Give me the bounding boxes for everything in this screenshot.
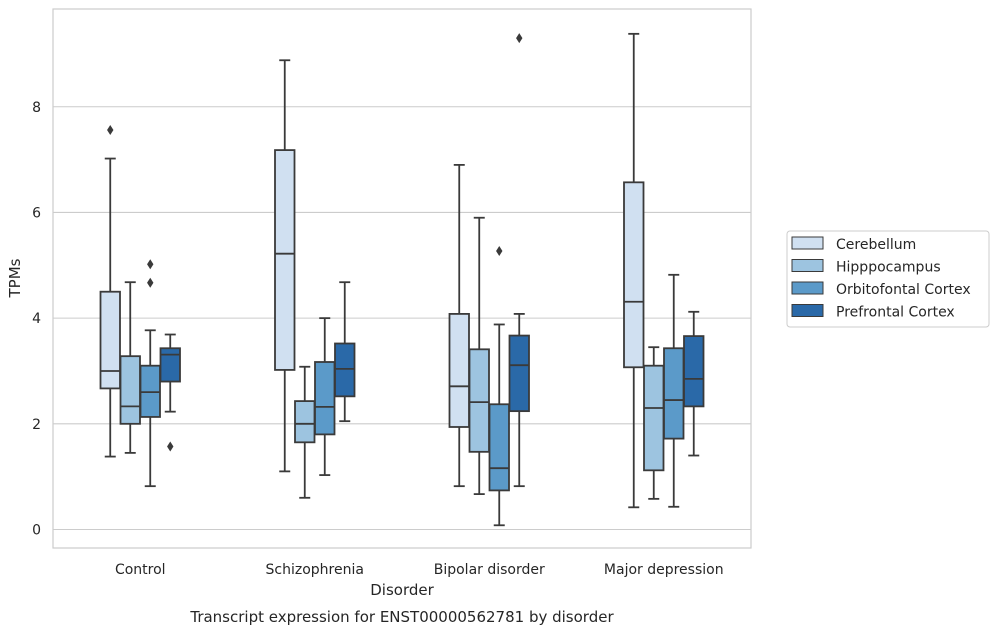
boxes [99, 32, 705, 527]
iqr-box [294, 400, 316, 444]
x-tick-label: Bipolar disorder [434, 562, 545, 578]
outlier-point [516, 33, 523, 44]
iqr-box [334, 342, 356, 398]
box-prefrontal-cortex [508, 33, 530, 488]
legend-swatch [791, 281, 824, 295]
iqr-box [119, 355, 141, 425]
box-cerebellum [99, 125, 121, 458]
y-tick-label: 2 [32, 417, 41, 433]
box-orbitofontal-cortex [139, 259, 161, 488]
box-cerebellum [623, 32, 645, 509]
iqr-box [623, 181, 645, 369]
legend-label: Cerebellum [836, 237, 916, 253]
y-tick-label: 4 [32, 311, 41, 327]
x-tick-label: Schizophrenia [266, 562, 364, 578]
outlier-point [147, 277, 154, 288]
box-orbitofontal-cortex [663, 273, 685, 508]
box-prefrontal-cortex [683, 310, 705, 457]
box-hipppocampus [119, 281, 141, 454]
x-tick-label: Control [115, 562, 166, 578]
iqr-box [488, 403, 510, 492]
box-orbitofontal-cortex [314, 317, 336, 476]
x-tick-label: Major depression [604, 562, 724, 578]
legend: Cerebellum Hipppocampus Orbitofontal Corte… [786, 230, 990, 328]
y-tick-labels: 0 2 4 6 8 [32, 100, 41, 539]
y-tick-label: 6 [32, 205, 41, 221]
iqr-box [159, 347, 181, 383]
box-cerebellum [274, 59, 296, 473]
box-orbitofontal-cortex [488, 246, 510, 527]
iqr-box [468, 348, 490, 453]
legend-swatch [791, 304, 824, 317]
box-hipppocampus [468, 216, 490, 496]
chart-caption: Transcript expression for ENST0000056278… [189, 608, 614, 626]
x-axis-label: Disorder [370, 581, 434, 599]
iqr-box [274, 149, 296, 371]
grid-lines [53, 106, 751, 531]
y-tick-label: 8 [32, 100, 41, 116]
outlier-point [496, 246, 503, 257]
iqr-box [508, 334, 530, 413]
iqr-box [683, 335, 705, 408]
outlier-point [147, 259, 154, 270]
iqr-box [448, 313, 470, 428]
iqr-box [314, 361, 336, 436]
outlier-point [167, 441, 174, 452]
legend-label: Hipppocampus [836, 260, 941, 276]
box-prefrontal-cortex [334, 281, 356, 423]
iqr-box [643, 364, 665, 472]
legend-label: Orbitofontal Cortex [836, 282, 971, 298]
legend-swatch [791, 236, 824, 250]
x-tick-labels: Control Schizophrenia Bipolar disorder Majo… [115, 562, 724, 578]
legend-swatch [791, 259, 824, 272]
outlier-point [107, 125, 114, 136]
box-prefrontal-cortex [159, 333, 181, 452]
box-cerebellum [448, 163, 470, 488]
iqr-box [663, 347, 685, 440]
legend-frame [786, 230, 990, 328]
iqr-box [99, 290, 121, 390]
y-axis-label: TPMs [6, 258, 24, 298]
y-tick-label: 0 [32, 523, 41, 539]
legend-label: Prefrontal Cortex [836, 305, 955, 321]
